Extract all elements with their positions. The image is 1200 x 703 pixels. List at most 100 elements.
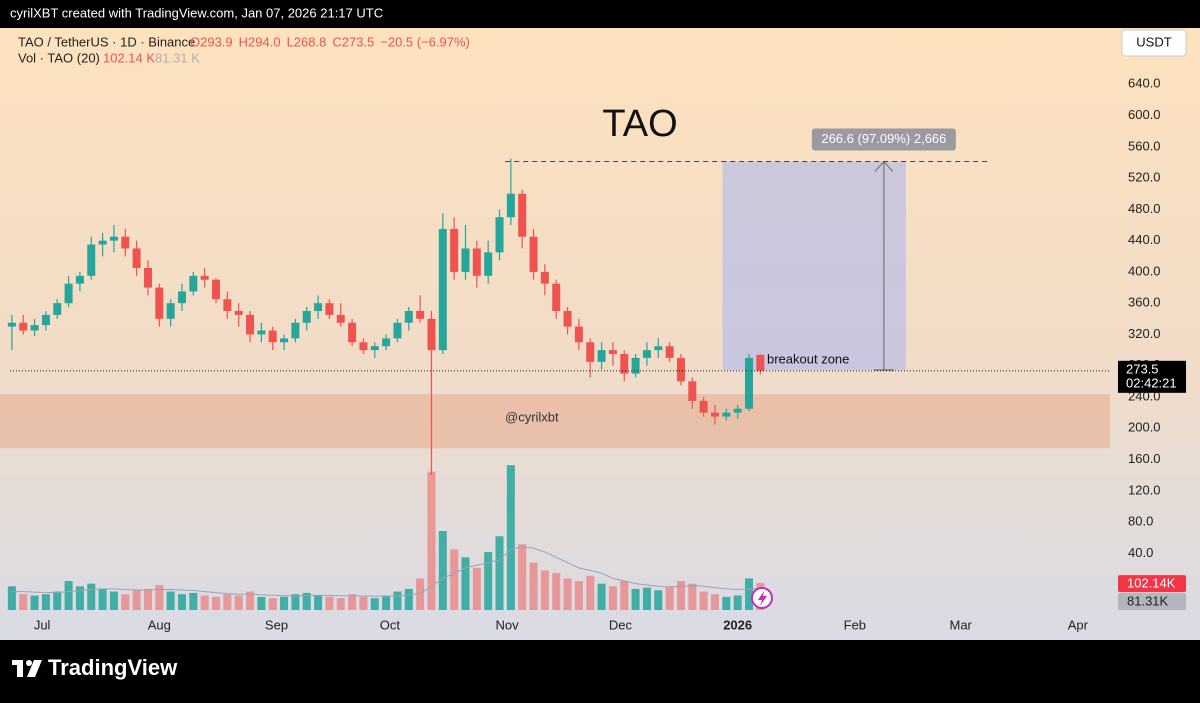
- y-tick-label: 40.0: [1128, 545, 1153, 560]
- candle-body: [450, 228, 459, 272]
- candle-body: [189, 275, 198, 292]
- watermark: @cyrilxbt: [505, 409, 559, 424]
- candle-body: [676, 357, 685, 382]
- volume-bar: [98, 588, 107, 610]
- candle-body: [348, 322, 357, 343]
- symbol: TAO / TetherUS · 1D · Binance: [18, 34, 195, 49]
- volume-bar: [540, 570, 549, 610]
- candle-body: [631, 357, 640, 374]
- chart-title: TAO: [602, 103, 677, 145]
- ohlc-value: C273.5: [332, 34, 374, 49]
- top-bar: [0, 0, 1200, 28]
- volume-bar: [393, 591, 402, 610]
- candle-body: [223, 299, 232, 312]
- candle-body: [7, 322, 16, 327]
- candle-body: [404, 311, 413, 323]
- currency-box[interactable]: [1121, 29, 1187, 57]
- volume-tag-label: 81.31K: [1127, 594, 1169, 609]
- volume-bar: [552, 573, 561, 610]
- candle-body: [710, 412, 719, 417]
- candle-body: [121, 236, 130, 249]
- measure-label-box: [811, 128, 956, 151]
- volume-bar: [280, 596, 289, 610]
- volume-bar: [518, 544, 527, 610]
- candle-body: [608, 350, 617, 355]
- x-tick-label: Jul: [34, 617, 51, 632]
- volume-bar: [302, 592, 311, 610]
- volume-bar: [574, 581, 583, 610]
- volume-bar: [257, 596, 266, 610]
- volume-bar: [676, 581, 685, 610]
- volume-bar: [246, 591, 255, 610]
- candle-body: [461, 248, 470, 272]
- candle-body: [64, 283, 73, 304]
- volume-bar: [461, 557, 470, 610]
- volume-bar: [416, 578, 425, 610]
- y-tick-label: 400.0: [1128, 263, 1161, 278]
- volume-bar: [336, 598, 345, 610]
- volume-bar: [143, 588, 152, 610]
- x-tick-label: Aug: [148, 617, 171, 632]
- candle-body: [665, 346, 674, 358]
- candle-body: [416, 311, 425, 319]
- volume-bar: [30, 595, 39, 610]
- volume-bar: [121, 594, 130, 610]
- chart-background: [0, 28, 1200, 640]
- volume-tag: [1118, 575, 1186, 593]
- candle-body: [722, 412, 731, 417]
- annotation: breakout zone: [767, 351, 849, 366]
- candle-body: [41, 314, 50, 326]
- candle-body: [699, 400, 708, 413]
- ohlc-value: H294.0: [239, 34, 281, 49]
- volume-tag-label: 102.14K: [1127, 576, 1176, 591]
- candle-body: [30, 325, 39, 331]
- volume-bar: [404, 588, 413, 610]
- candle-body: [268, 330, 277, 343]
- x-tick-label: Nov: [496, 617, 520, 632]
- candle-body: [586, 342, 595, 362]
- candle-body: [314, 303, 323, 312]
- volume-bar: [223, 594, 232, 610]
- y-tick-label: 160.0: [1128, 451, 1161, 466]
- y-tick-label: 640.0: [1128, 76, 1161, 91]
- ohlc-legend: O293.9 H294.0 L268.8 C273.5 −20.5 (−6.97%): [190, 34, 470, 49]
- candle-body: [291, 322, 300, 339]
- plot: 266.6 (97.09%) 2,666: [0, 128, 1110, 610]
- volume-bar: [688, 583, 697, 610]
- x-tick-label: Apr: [1068, 617, 1089, 632]
- candle-body: [234, 311, 243, 315]
- y-tick-label: 520.0: [1128, 170, 1161, 185]
- currency[interactable]: USDT: [1136, 34, 1171, 49]
- volume-bar: [189, 592, 198, 610]
- candle-body: [688, 381, 697, 401]
- candle-body: [143, 268, 152, 288]
- candle-body: [393, 322, 402, 339]
- volume-bar: [75, 586, 84, 610]
- x-tick-label: Sep: [265, 617, 288, 632]
- volume-bar: [665, 586, 674, 610]
- x-tick-label: Feb: [844, 617, 866, 632]
- candle-body: [246, 314, 255, 335]
- volume-bar: [654, 590, 663, 610]
- price-tag: [1118, 360, 1186, 393]
- volume-bar: [608, 586, 617, 610]
- candle-body: [132, 248, 141, 269]
- volume-bar: [41, 594, 50, 610]
- candle-body: [654, 346, 663, 351]
- candle-body: [75, 275, 84, 284]
- volume-bar: [586, 575, 595, 610]
- volume-bar: [529, 562, 538, 610]
- volume-bar: [64, 581, 73, 610]
- volume-bar: [53, 591, 62, 610]
- volume-bar: [472, 567, 481, 610]
- volume-bar: [745, 578, 754, 610]
- volume-bar: [484, 552, 493, 610]
- x-tick-label: 2026: [723, 617, 752, 632]
- measure-box: [722, 161, 906, 370]
- volume-bar: [155, 584, 164, 610]
- y-tick-label: 200.0: [1128, 420, 1161, 435]
- candle-body: [382, 338, 391, 347]
- candle-body: [302, 311, 311, 323]
- volume-bar: [710, 594, 719, 610]
- x-tick-label: Mar: [949, 617, 972, 632]
